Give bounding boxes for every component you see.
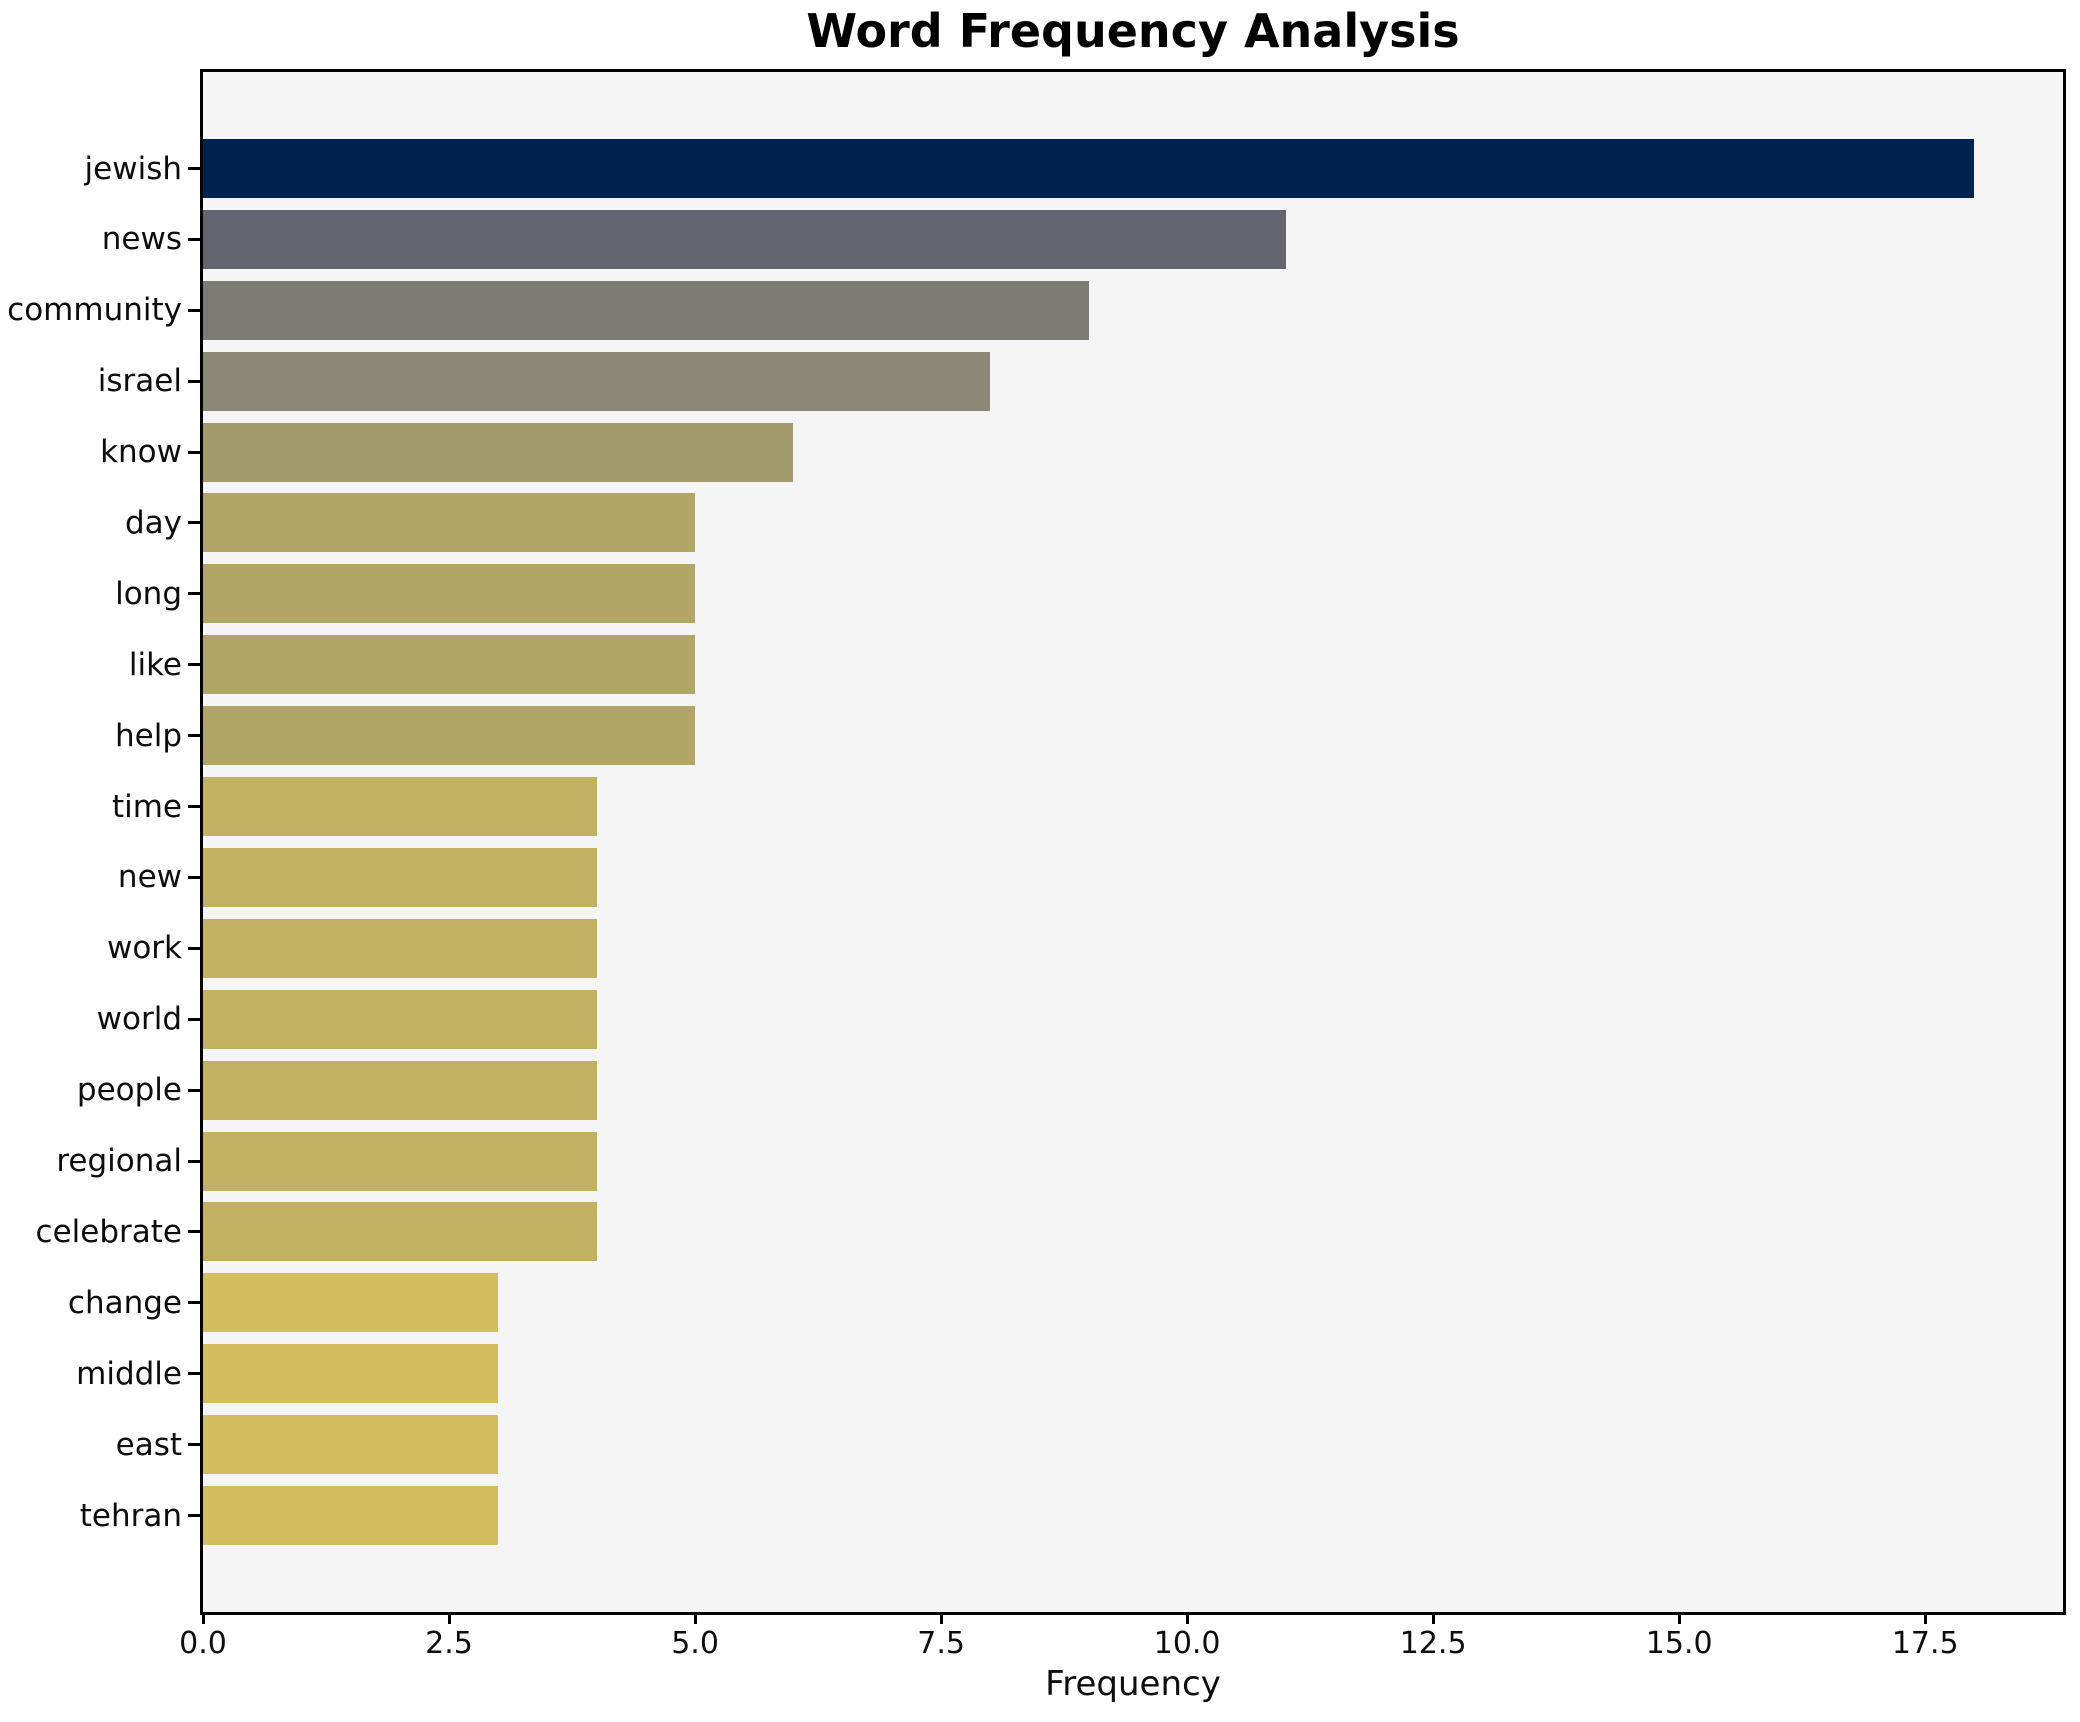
- y-tick-label-know: know: [100, 434, 182, 471]
- y-tick-east: [188, 1443, 200, 1447]
- y-tick-label-time: time: [111, 788, 182, 825]
- y-tick-celebrate: [188, 1230, 200, 1234]
- x-tick-15.0: [1677, 1612, 1681, 1624]
- y-tick-label-change: change: [67, 1284, 182, 1321]
- x-tick-label-7.5: 7.5: [917, 1626, 965, 1661]
- y-tick-change: [188, 1301, 200, 1305]
- y-tick-like: [188, 663, 200, 667]
- y-tick-new: [188, 875, 200, 879]
- bar-tehran: [203, 1486, 499, 1545]
- x-tick-12.5: [1431, 1612, 1435, 1624]
- bar-long: [203, 564, 696, 624]
- y-tick-label-world: world: [96, 1001, 182, 1038]
- y-tick-jewish: [188, 167, 200, 170]
- bar-like: [203, 635, 696, 695]
- bar-new: [203, 847, 597, 907]
- bar-change: [203, 1273, 499, 1333]
- x-tick-10.0: [1185, 1612, 1189, 1624]
- y-tick-world: [188, 1017, 200, 1021]
- y-tick-label-jewish: jewish: [84, 150, 182, 187]
- chart-title: Word Frequency Analysis: [806, 4, 1460, 58]
- y-tick-label-help: help: [114, 717, 182, 754]
- y-tick-regional: [188, 1159, 200, 1163]
- x-tick-label-12.5: 12.5: [1399, 1626, 1467, 1661]
- y-tick-label-like: like: [128, 646, 182, 683]
- x-tick-0.0: [201, 1612, 205, 1624]
- x-tick-label-15.0: 15.0: [1645, 1626, 1713, 1661]
- y-tick-label-new: new: [117, 859, 182, 896]
- y-tick-label-community: community: [7, 292, 182, 329]
- bar-regional: [203, 1131, 597, 1191]
- bar-work: [203, 918, 597, 978]
- y-tick-israel: [188, 379, 200, 383]
- y-tick-label-long: long: [115, 575, 182, 612]
- y-tick-label-news: news: [101, 221, 182, 258]
- bar-middle: [203, 1344, 499, 1404]
- y-tick-label-people: people: [76, 1072, 182, 1109]
- y-tick-tehran: [188, 1514, 200, 1517]
- x-tick-label-0.0: 0.0: [179, 1626, 227, 1661]
- y-tick-community: [188, 308, 200, 312]
- bar-news: [203, 209, 1286, 269]
- bar-israel: [203, 351, 991, 411]
- x-tick-label-2.5: 2.5: [425, 1626, 473, 1661]
- x-tick-label-5.0: 5.0: [671, 1626, 719, 1661]
- plot-area: [200, 69, 2066, 1615]
- bar-celebrate: [203, 1202, 597, 1262]
- y-tick-time: [188, 805, 200, 809]
- y-tick-label-regional: regional: [56, 1143, 182, 1180]
- bar-community: [203, 280, 1089, 340]
- y-tick-know: [188, 450, 200, 454]
- y-tick-day: [188, 521, 200, 525]
- x-tick-17.5: [1923, 1612, 1927, 1624]
- y-tick-label-tehran: tehran: [79, 1497, 182, 1534]
- y-tick-label-celebrate: celebrate: [35, 1213, 182, 1250]
- x-tick-5.0: [693, 1612, 697, 1624]
- x-axis-label: Frequency: [1045, 1664, 1221, 1704]
- y-tick-long: [188, 592, 200, 596]
- y-tick-news: [188, 237, 200, 241]
- bar-east: [203, 1415, 499, 1475]
- bar-know: [203, 422, 794, 482]
- y-tick-middle: [188, 1372, 200, 1376]
- y-tick-work: [188, 946, 200, 950]
- y-tick-label-work: work: [106, 930, 182, 967]
- bar-world: [203, 989, 597, 1049]
- y-tick-label-day: day: [124, 504, 182, 541]
- bar-jewish: [203, 139, 1975, 198]
- y-tick-help: [188, 734, 200, 738]
- bar-help: [203, 706, 696, 766]
- x-tick-label-10.0: 10.0: [1153, 1626, 1221, 1661]
- bar-time: [203, 777, 597, 837]
- y-tick-label-israel: israel: [97, 363, 182, 400]
- y-tick-people: [188, 1088, 200, 1092]
- x-tick-label-17.5: 17.5: [1891, 1626, 1959, 1661]
- y-tick-label-middle: middle: [76, 1355, 182, 1392]
- x-tick-7.5: [939, 1612, 943, 1624]
- y-tick-label-east: east: [115, 1426, 182, 1463]
- x-tick-2.5: [447, 1612, 451, 1624]
- bar-people: [203, 1060, 597, 1120]
- bar-day: [203, 493, 696, 553]
